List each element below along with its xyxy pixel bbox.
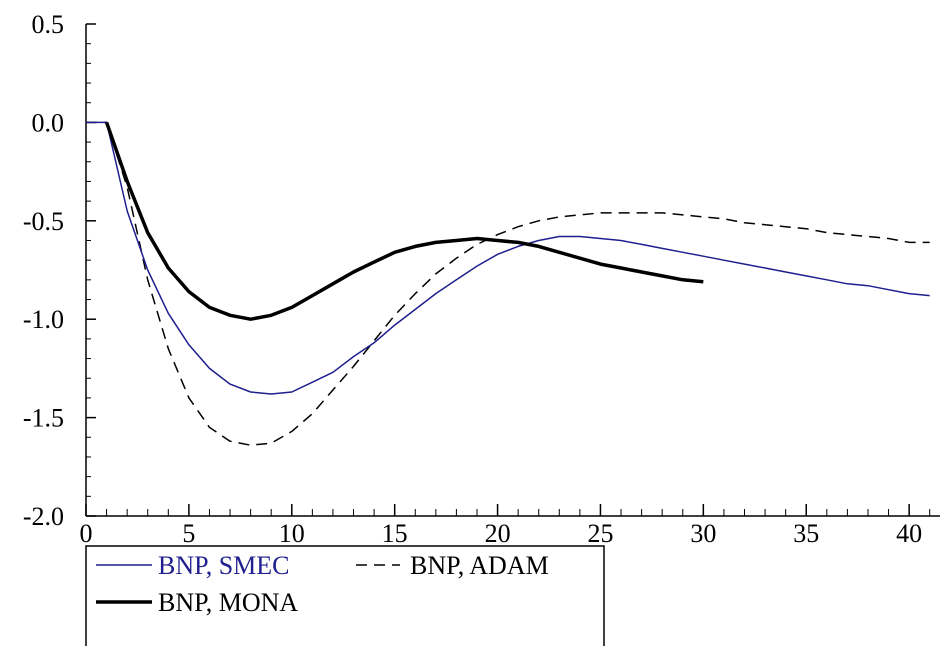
x-tick-label: 40 [896,519,922,548]
x-tick-label: 25 [587,519,613,548]
axes: 0.5 0.0 -0.5 -1.0 -1.5 -2.0 0 5 10 15 20 25 30 35 40 [23,10,940,548]
y-tick-label: 0.0 [32,108,65,137]
x-tick-label: 35 [793,519,819,548]
x-tick-label: 10 [279,519,305,548]
x-tick-label: 30 [690,519,716,548]
legend-box [85,545,605,646]
legend-label-smec: BNP, SMEC [158,551,290,580]
y-tick-label: -0.5 [23,207,64,236]
y-tick-label: -1.0 [23,305,64,334]
x-tick-label: 0 [80,519,93,548]
legend-label-adam: BNP, ADAM [410,551,549,580]
x-tick-label: 5 [182,519,195,548]
x-tick-label: 15 [382,519,408,548]
x-tick-label: 20 [485,519,511,548]
series-line-bnp-smec [86,121,930,395]
y-tick-label: 0.5 [32,10,65,39]
legend-label-mona: BNP, MONA [158,588,298,617]
legend: BNP, SMEC BNP, ADAM BNP, MONA [85,545,605,646]
y-tick-label: -2.0 [23,502,64,531]
y-tick-label: -1.5 [23,404,64,433]
series-line-bnp-mona [104,121,704,321]
series-line-bnp-adam [86,121,930,446]
series-layer [86,121,930,446]
